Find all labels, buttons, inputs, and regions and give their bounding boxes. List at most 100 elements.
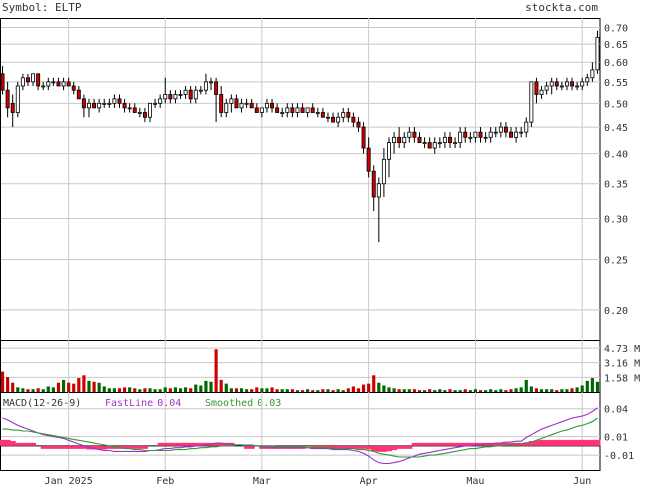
volume-bar: [46, 386, 50, 392]
volume-bar: [331, 390, 335, 392]
candle-body: [376, 183, 381, 198]
candle-body: [31, 73, 36, 83]
candle-body: [285, 107, 290, 113]
macd-histogram-bar: [330, 445, 337, 449]
candle-body: [122, 102, 127, 109]
candle-body: [168, 94, 173, 100]
volume-bar: [82, 375, 86, 392]
candle-body: [158, 98, 163, 104]
candle-body: [188, 89, 193, 100]
price-tick-label: 0.45: [604, 123, 628, 134]
candle-body: [366, 147, 371, 172]
macd-title: MACD(12-26-9): [3, 398, 81, 409]
volume-bar: [336, 389, 340, 392]
macd-histogram-bar: [366, 445, 372, 450]
macd-histogram-bar: [442, 442, 448, 446]
candle-body: [442, 136, 447, 144]
candle-body: [590, 69, 595, 79]
macd-histogram-bar: [569, 439, 576, 446]
candle-body: [417, 136, 422, 144]
candle-body: [448, 136, 452, 144]
volume-bar: [143, 388, 147, 392]
volume-bar: [56, 382, 61, 392]
macd-histogram-bar: [574, 439, 581, 446]
macd-histogram-bar: [432, 442, 438, 446]
macd-histogram-bar: [493, 442, 499, 446]
candle-body: [36, 73, 41, 87]
volume-bar: [300, 390, 305, 392]
volume-bar: [250, 389, 254, 392]
volume-bar: [341, 390, 345, 392]
macd-histogram-bar: [183, 442, 189, 446]
candle-body: [203, 81, 208, 91]
volume-bar: [346, 388, 350, 392]
candle-body: [173, 94, 178, 100]
volume-bar: [397, 389, 401, 392]
macd-histogram-bar: [249, 445, 255, 449]
candle-body: [575, 85, 580, 88]
volume-bar: [265, 388, 269, 392]
candle-body: [5, 89, 10, 109]
candle-body: [473, 131, 478, 138]
macd-histogram-bar: [589, 439, 596, 446]
volume-bar: [539, 389, 544, 392]
volume-bar: [148, 388, 152, 392]
candle-body: [102, 102, 107, 105]
volume-bar: [443, 390, 447, 392]
volume-bar: [107, 388, 111, 392]
macd-fastline: [2, 407, 598, 465]
volume-bar: [438, 389, 442, 392]
candle-body: [392, 136, 397, 144]
candle-body: [61, 81, 66, 87]
macd-histogram-bar: [335, 445, 342, 449]
candle-body: [300, 107, 305, 113]
candle-body: [259, 107, 264, 113]
macd-panel-frame: [0, 392, 601, 471]
candle-body: [10, 102, 15, 113]
macd-histogram-bar: [528, 441, 535, 446]
candle-body: [117, 98, 122, 104]
macd-histogram-bar: [0, 439, 6, 446]
candle-body: [412, 131, 417, 138]
candle-body: [81, 98, 86, 109]
macd-histogram-bar: [498, 442, 504, 446]
volume-bar: [275, 389, 279, 392]
volume-bar: [72, 383, 76, 392]
candle-body: [280, 112, 285, 114]
candle-body: [585, 77, 590, 83]
volume-bar: [204, 380, 208, 392]
candle-body: [295, 107, 300, 113]
macd-histogram-bar: [544, 439, 550, 446]
macd-histogram-bar: [71, 445, 77, 449]
macd-histogram-bar: [381, 445, 387, 452]
volume-bar: [61, 379, 66, 392]
candle-body: [0, 73, 5, 91]
macd-histogram-bar: [554, 439, 560, 446]
volume-bar: [590, 378, 594, 392]
macd-tick-label: -0.01: [604, 451, 634, 462]
candle-body: [564, 81, 569, 87]
volume-bar: [285, 389, 289, 392]
candle-body: [336, 116, 341, 123]
volume-bar: [270, 387, 274, 392]
macd-histogram-bar: [427, 442, 433, 446]
volume-bar: [92, 381, 96, 392]
volume-bar: [478, 390, 483, 392]
macd-histogram-bar: [188, 442, 194, 446]
volume-bar: [224, 383, 228, 392]
price-tick-label: 0.20: [604, 306, 628, 317]
candle-body: [71, 85, 76, 91]
volume-bar: [67, 382, 71, 392]
volume-bar: [585, 380, 589, 392]
candle-body: [458, 131, 463, 144]
candle-body: [66, 81, 71, 87]
volume-bar: [102, 386, 106, 392]
volume-bar: [260, 388, 264, 392]
macd-histogram-bar: [172, 442, 179, 446]
volume-bar: [504, 390, 508, 392]
volume-bar: [163, 387, 167, 392]
candle-body: [234, 98, 239, 109]
volume-bar: [255, 387, 259, 392]
macd-histogram-bar: [61, 445, 67, 449]
